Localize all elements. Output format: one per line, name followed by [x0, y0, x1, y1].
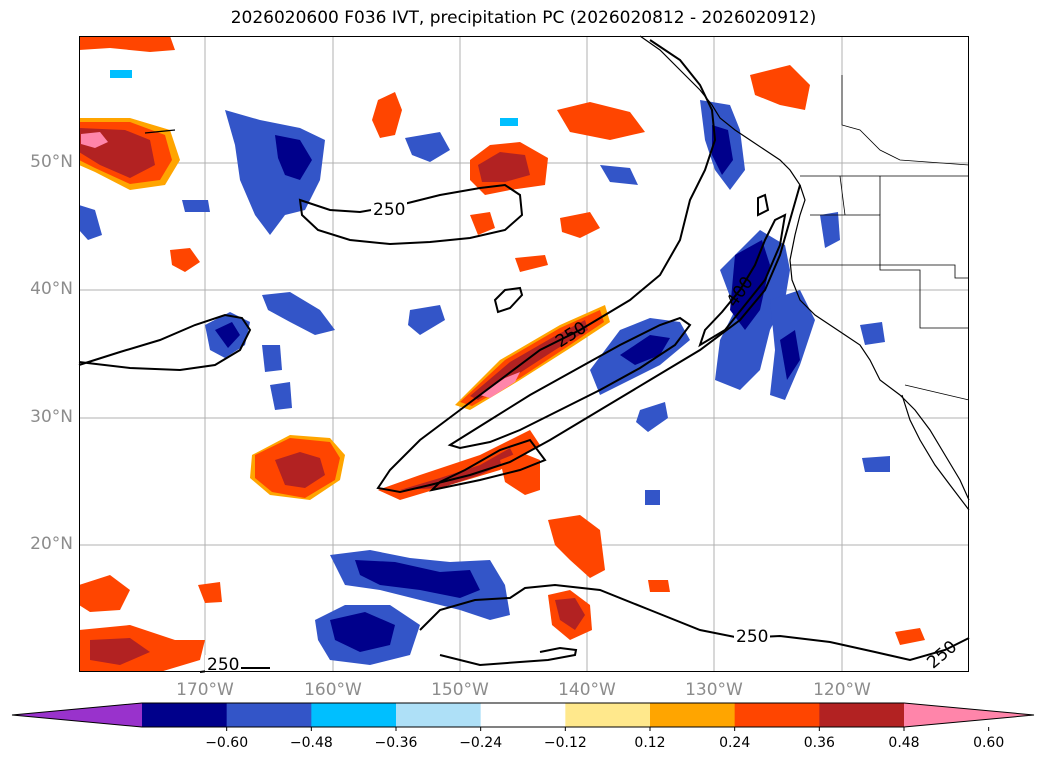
lon-label: 130°W [685, 680, 743, 700]
borders [790, 75, 970, 401]
lat-label: 20°N [30, 534, 73, 554]
contour-label: 250 [734, 627, 771, 647]
lat-label: 40°N [30, 279, 73, 299]
lon-label: 160°W [304, 680, 362, 700]
colorbar-tick-label: 0.24 [719, 735, 751, 751]
map-title: 2026020600 F036 IVT, precipitation PC (2… [230, 8, 817, 28]
coastline [144, 35, 970, 511]
contour-label: 250 [205, 655, 242, 675]
colorbar-tick-label: 0.36 [803, 735, 835, 751]
lat-label: 30°N [30, 407, 73, 427]
lon-label: 170°W [176, 680, 234, 700]
colorbar-tick-label: 0.48 [888, 735, 920, 751]
colorbar-tick-label: 0.60 [973, 735, 1005, 751]
lon-label: 140°W [558, 680, 616, 700]
colorbar-tick-label: −0.12 [543, 735, 587, 751]
map-frame [79, 36, 969, 672]
lon-label: 150°W [431, 680, 489, 700]
colorbar-tick-label: −0.60 [205, 735, 249, 751]
colorbar-tick-label: −0.24 [459, 735, 503, 751]
colorbar-tick-label: 0.12 [634, 735, 666, 751]
lat-label: 50°N [30, 152, 73, 172]
lon-label: 120°W [813, 680, 871, 700]
contour-label: 250 [371, 200, 408, 220]
colorbar-tick-label: −0.36 [374, 735, 418, 751]
colorbar-tick-label: −0.48 [289, 735, 333, 751]
